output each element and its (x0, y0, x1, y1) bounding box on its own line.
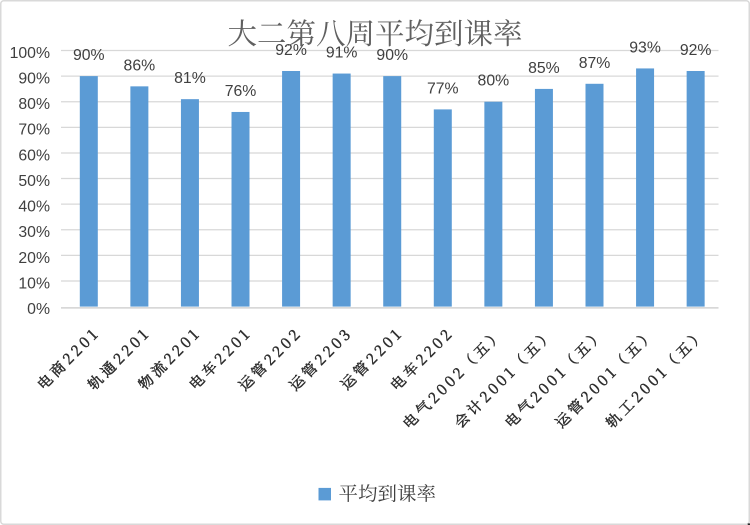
svg-text:80%: 80% (18, 96, 50, 113)
svg-text:100%: 100% (10, 45, 50, 62)
svg-text:10%: 10% (18, 275, 50, 292)
svg-text:86%: 86% (124, 57, 156, 74)
svg-text:90%: 90% (18, 71, 50, 88)
svg-text:60%: 60% (18, 147, 50, 164)
svg-text:20%: 20% (18, 250, 50, 267)
svg-text:50%: 50% (18, 173, 50, 190)
svg-text:90%: 90% (73, 47, 105, 64)
svg-text:40%: 40% (18, 199, 50, 216)
svg-text:80%: 80% (478, 73, 510, 90)
svg-text:91%: 91% (326, 45, 358, 62)
svg-text:93%: 93% (629, 39, 661, 56)
svg-text:76%: 76% (225, 83, 257, 100)
svg-text:90%: 90% (376, 47, 408, 64)
svg-text:0%: 0% (27, 301, 50, 318)
svg-text:81%: 81% (174, 70, 206, 87)
svg-text:85%: 85% (528, 60, 560, 77)
svg-text:77%: 77% (427, 80, 459, 97)
svg-text:92%: 92% (680, 42, 712, 59)
svg-text:87%: 87% (579, 55, 611, 72)
svg-text:30%: 30% (18, 224, 50, 241)
svg-text:92%: 92% (275, 42, 307, 59)
svg-text:70%: 70% (18, 122, 50, 139)
